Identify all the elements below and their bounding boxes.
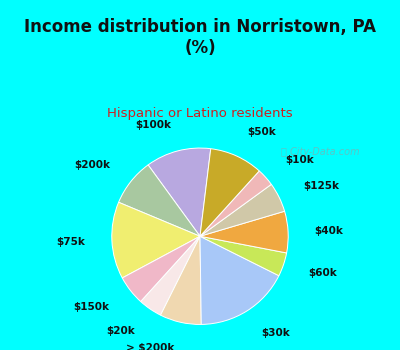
Wedge shape: [200, 149, 259, 236]
Text: Hispanic or Latino residents: Hispanic or Latino residents: [107, 106, 293, 120]
Wedge shape: [200, 184, 284, 236]
Text: $20k: $20k: [106, 326, 135, 336]
Wedge shape: [141, 236, 200, 315]
Text: $125k: $125k: [303, 181, 339, 190]
Wedge shape: [160, 236, 201, 324]
Wedge shape: [200, 236, 279, 324]
Text: $30k: $30k: [261, 328, 290, 338]
Text: $10k: $10k: [285, 155, 314, 164]
Text: $50k: $50k: [248, 127, 276, 137]
Wedge shape: [200, 236, 287, 276]
Wedge shape: [200, 211, 288, 253]
Text: Income distribution in Norristown, PA
(%): Income distribution in Norristown, PA (%…: [24, 18, 376, 57]
Text: $40k: $40k: [314, 226, 343, 236]
Text: $150k: $150k: [74, 302, 110, 312]
Wedge shape: [122, 236, 200, 302]
Text: > $200k: > $200k: [126, 343, 174, 350]
Wedge shape: [112, 202, 200, 278]
Text: $200k: $200k: [74, 160, 110, 170]
Wedge shape: [119, 165, 200, 236]
Wedge shape: [200, 171, 271, 236]
Wedge shape: [148, 148, 211, 236]
Text: $100k: $100k: [135, 120, 171, 130]
Text: ⓘ City-Data.com: ⓘ City-Data.com: [281, 147, 359, 156]
Text: $75k: $75k: [57, 237, 86, 247]
Text: $60k: $60k: [308, 268, 337, 278]
